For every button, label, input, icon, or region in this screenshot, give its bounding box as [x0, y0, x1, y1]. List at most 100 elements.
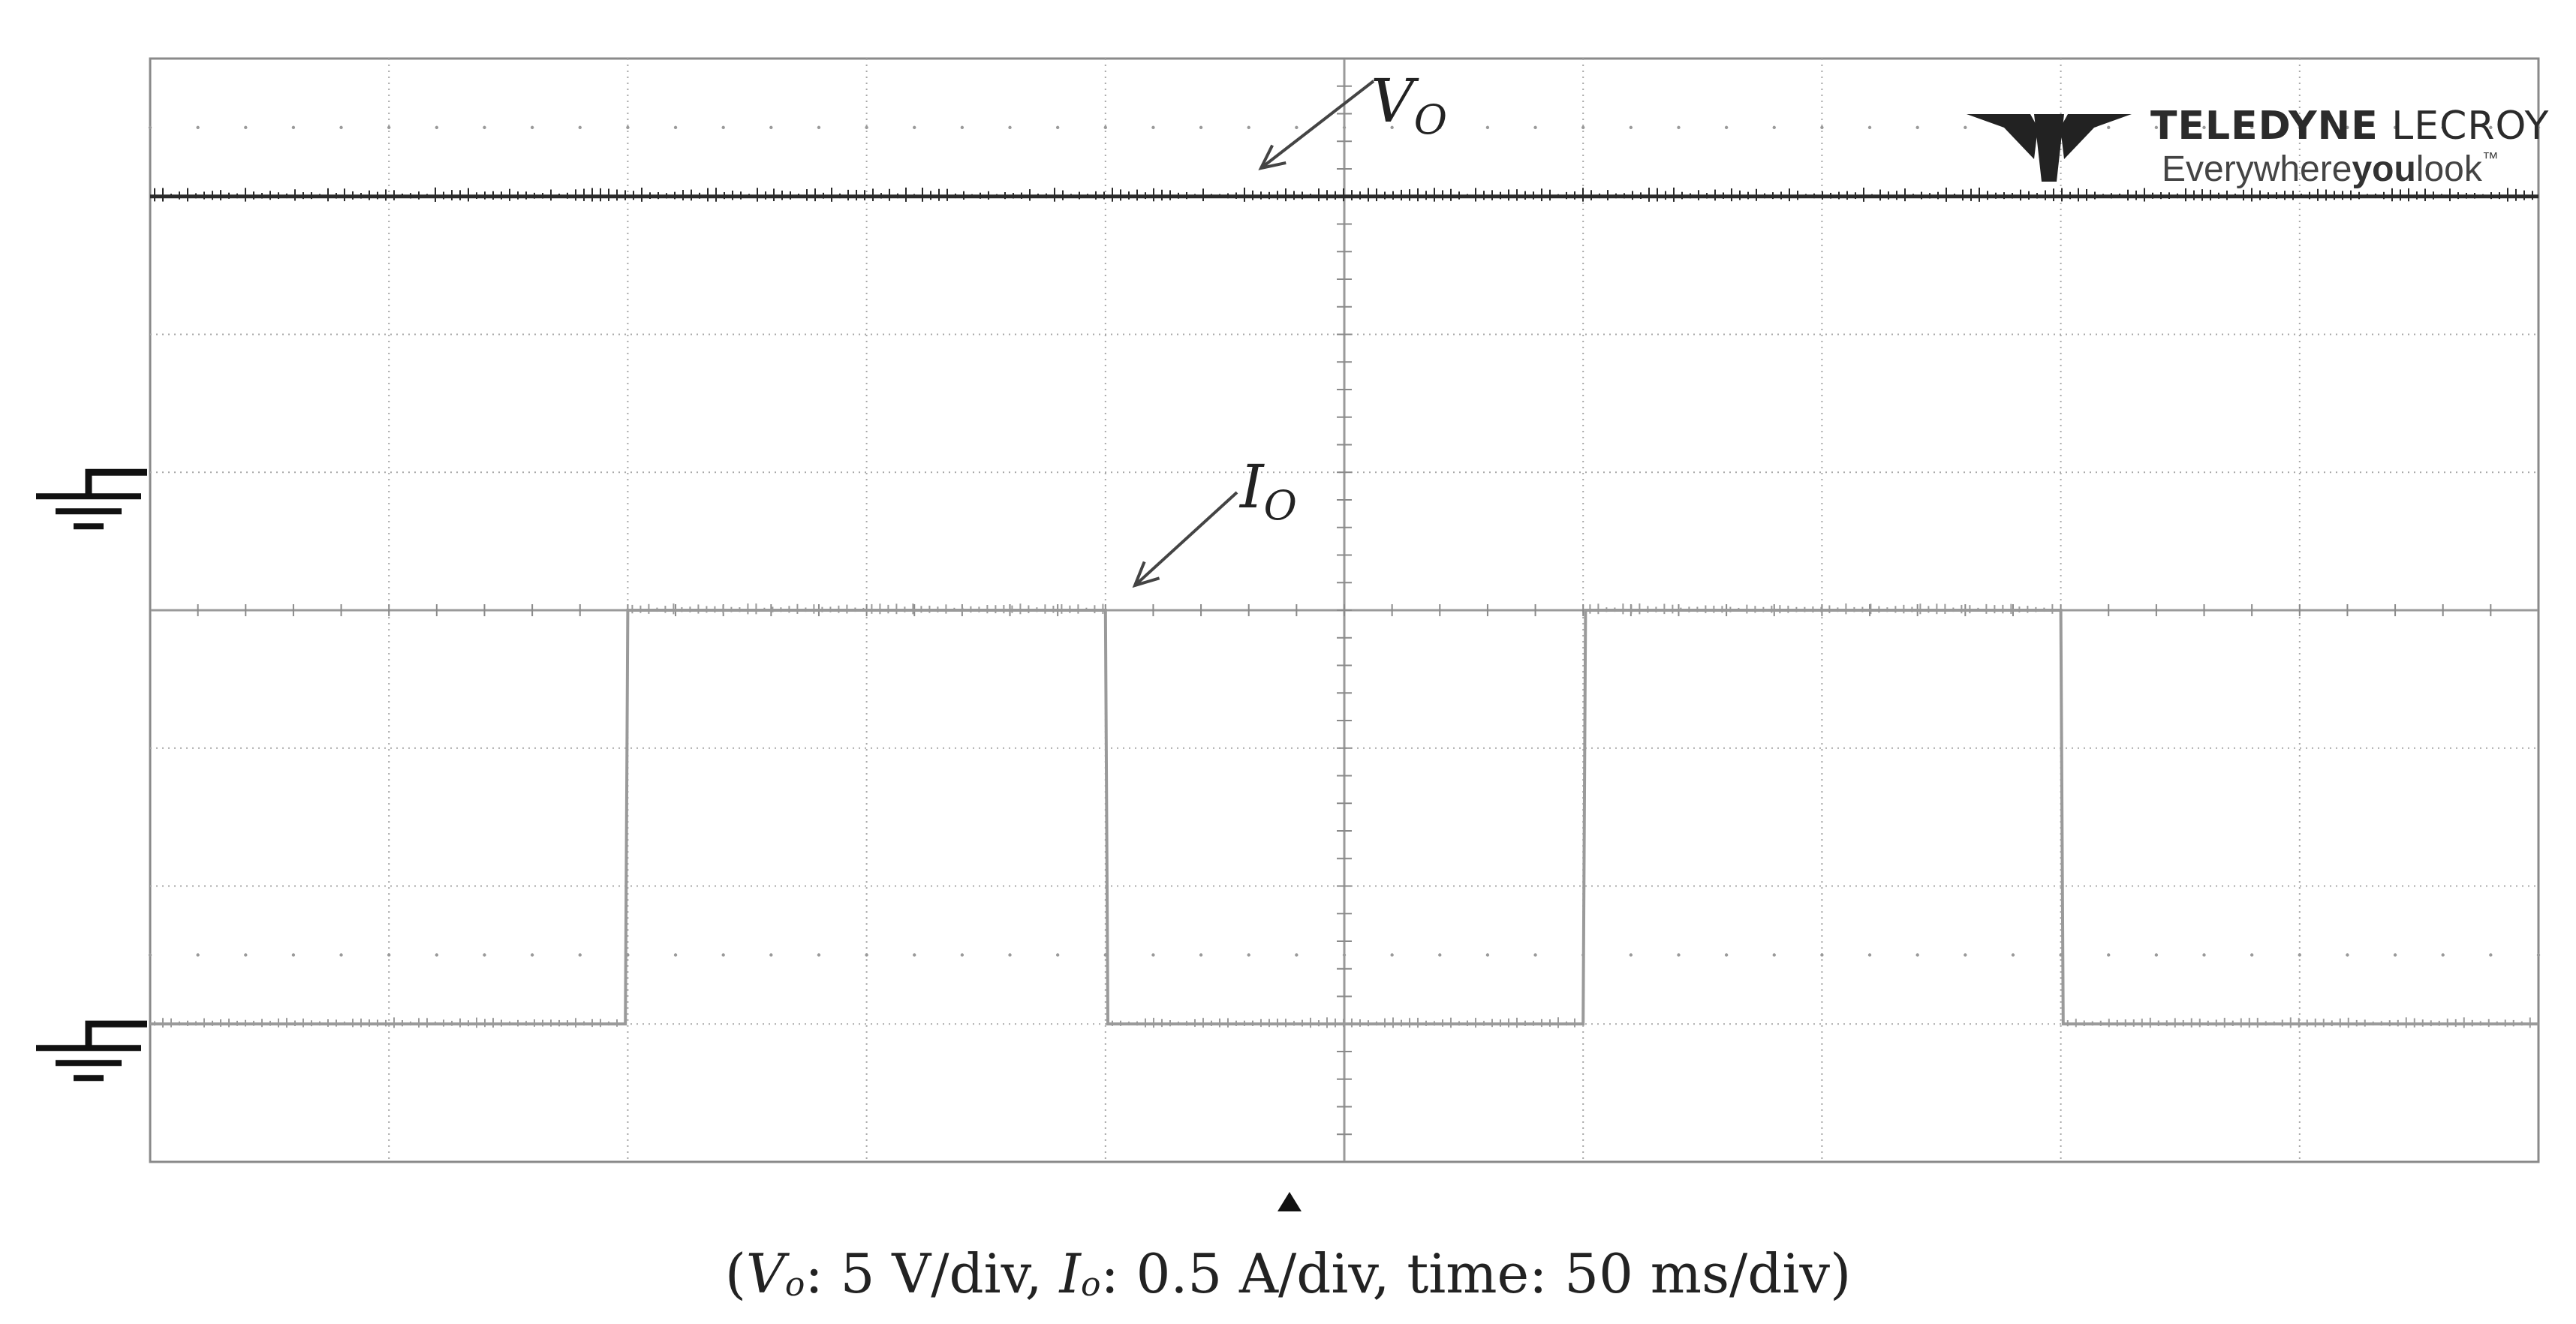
- grid-dot: [578, 953, 582, 957]
- grid-dot: [2298, 953, 2301, 957]
- grid-dot: [148, 953, 152, 957]
- grid-dot: [865, 125, 868, 130]
- grid-dot: [196, 125, 200, 130]
- grid-dot: [1342, 953, 1347, 957]
- grid-dot: [2536, 125, 2541, 130]
- brand-light: LECROY: [2378, 104, 2550, 149]
- series-label-sub: O: [1414, 96, 1447, 143]
- ground-marker-lead-icon: [85, 1020, 147, 1049]
- grid-dot: [2202, 125, 2206, 130]
- grid-dot: [1533, 125, 1537, 130]
- grid-dot: [483, 125, 486, 130]
- trigger-position-icon: [1277, 1192, 1302, 1211]
- grid-dot: [1629, 953, 1633, 957]
- grid-dot: [387, 125, 391, 130]
- ground-marker-lead-icon: [85, 468, 147, 497]
- grid-dot: [1964, 125, 1967, 130]
- grid-dot: [817, 953, 821, 957]
- grid-dot: [1008, 125, 1012, 130]
- grid-dot: [2393, 125, 2397, 130]
- grid-dot: [769, 125, 773, 130]
- teledyne-emblem-icon: [1967, 114, 2132, 182]
- grid-dot: [2107, 953, 2111, 957]
- tagline-c: look: [2415, 149, 2482, 189]
- grid-dot: [339, 125, 343, 130]
- grid-dot: [1103, 125, 1108, 130]
- grid-dot: [1820, 953, 1824, 957]
- grid-dot: [1820, 125, 1824, 130]
- grid-dot: [1485, 125, 1490, 130]
- grid-dot: [673, 953, 678, 957]
- grid-dot: [1247, 953, 1250, 957]
- caption-io-main: I: [1059, 1242, 1081, 1305]
- grid-dot: [435, 953, 439, 957]
- grid-dot: [865, 953, 868, 957]
- caption-io-text: : 0.5 A/div, time: 50 ms/div): [1100, 1242, 1852, 1305]
- grid-dot: [2107, 125, 2111, 130]
- grid-dot: [2298, 125, 2301, 130]
- grid-dot: [960, 125, 964, 130]
- grid-dot: [1390, 125, 1394, 130]
- grid-dot: [1915, 953, 1919, 957]
- grid-dot: [1438, 953, 1442, 957]
- grid-dot: [2346, 125, 2349, 130]
- grid-dot: [2154, 953, 2159, 957]
- grid-dot: [2249, 953, 2254, 957]
- grid-dot: [1867, 953, 1872, 957]
- traces: [150, 187, 2538, 1028]
- grid-dot: [1581, 125, 1585, 130]
- brand-tagline: Everywhereyoulook™: [2162, 149, 2499, 190]
- grid-dot: [1867, 125, 1872, 130]
- grid-dot: [1295, 125, 1299, 130]
- grid-dot: [2202, 953, 2206, 957]
- grid-dot: [2249, 125, 2254, 130]
- grid-dot: [2536, 953, 2541, 957]
- grid-dot: [530, 125, 534, 130]
- series-label-i-o: IO: [1238, 452, 1297, 529]
- grid-dot: [291, 125, 296, 130]
- grid-dot: [1677, 953, 1681, 957]
- grid-dot: [1342, 125, 1347, 130]
- markers: [36, 468, 1302, 1211]
- caption-io-sub: o: [1081, 1265, 1101, 1304]
- grid-dot: [817, 125, 821, 130]
- grid-dot: [1151, 953, 1155, 957]
- series-label-sub: O: [1264, 482, 1297, 529]
- grid-dot: [1199, 953, 1203, 957]
- annotation-arrow-shaft: [1133, 491, 1238, 587]
- annotation-arrow-head-icon: [1132, 561, 1160, 588]
- grid-dot: [1629, 125, 1633, 130]
- grid-dot: [1772, 953, 1776, 957]
- brand-name: TELEDYNE LECROY: [2150, 104, 2549, 149]
- tagline-tm: ™: [2481, 149, 2499, 167]
- grid-dot: [1724, 125, 1729, 130]
- caption-vo-text: : 5 V/div,: [805, 1242, 1060, 1305]
- grid-dot: [960, 953, 964, 957]
- series-label-main: V: [1371, 66, 1419, 136]
- grid-dot: [721, 953, 725, 957]
- grid-dot: [1055, 953, 1060, 957]
- grid-dot: [2489, 953, 2493, 957]
- grid-dot: [1677, 125, 1681, 130]
- grid-dot: [435, 125, 439, 130]
- grid-dot: [1008, 953, 1012, 957]
- annotation-arrow-head-icon: [1258, 144, 1286, 170]
- grid-dot: [483, 953, 486, 957]
- grid-dot: [913, 125, 916, 130]
- grid-dot: [1438, 125, 1442, 130]
- trace-i-o: [150, 609, 2538, 1026]
- grid-dot: [1055, 125, 1060, 130]
- grid-dot: [2489, 125, 2493, 130]
- tagline-a: Everywhere: [2162, 149, 2352, 189]
- figure-caption: (Vo: 5 V/div, Io: 0.5 A/div, time: 50 ms…: [0, 1242, 2576, 1305]
- grid-dot: [2441, 125, 2445, 130]
- grid-dot: [1295, 953, 1299, 957]
- grid-dot: [1151, 125, 1155, 130]
- caption-open: (: [724, 1242, 746, 1305]
- grid-dot: [1485, 953, 1490, 957]
- grid-dot: [1964, 953, 1967, 957]
- grid-dot: [2441, 953, 2445, 957]
- grid-dot: [1724, 953, 1729, 957]
- grid-dot: [2154, 125, 2159, 130]
